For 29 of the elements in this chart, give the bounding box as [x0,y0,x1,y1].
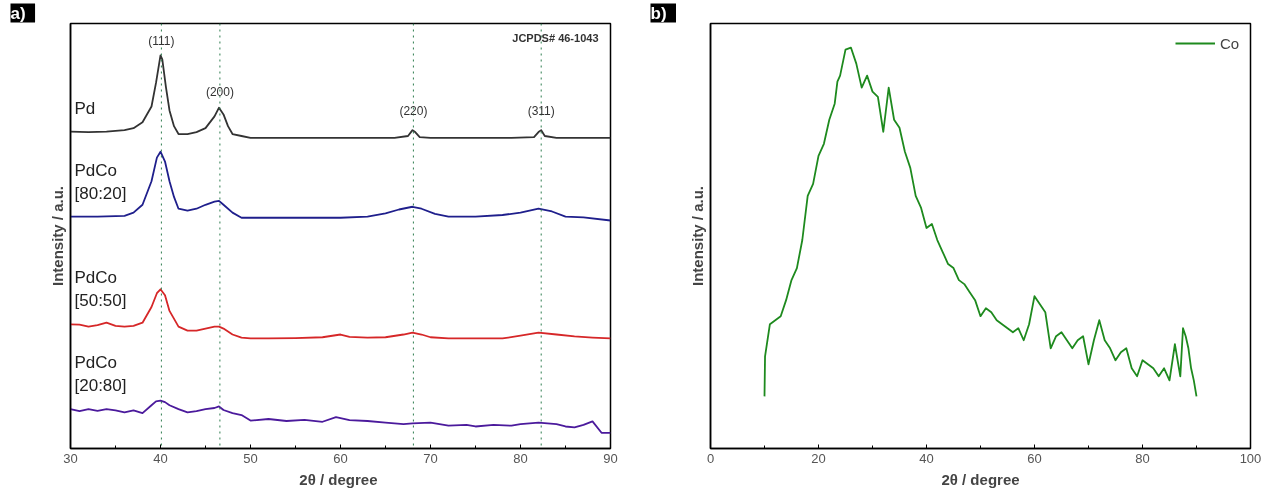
x-tick-label: 20 [811,450,826,466]
annotation: (311) [527,104,555,119]
x-tick-label: 40 [153,450,168,466]
x-tick-label: 90 [603,450,618,466]
x-tick-label: 0 [706,450,715,466]
chart-title: a) [10,3,26,23]
legend-label: Co [1220,34,1240,52]
x-tick-label: 80 [1135,450,1150,466]
series-label: PdCo [80:20] [74,160,127,203]
x-axis-title: 2θ / degree [941,470,1020,488]
series-label: PdCo [50:50] [74,268,127,311]
x-tick-label: 40 [919,450,934,466]
y-axis-title: Intensity / a.u. [48,185,66,287]
annotation: (111) [148,33,175,48]
series-label: Pd [74,98,96,118]
annotation: (220) [399,104,428,119]
x-axis-title: 2θ / degree [299,470,378,488]
x-tick-label: 60 [333,450,348,466]
annotation: (200) [205,84,234,99]
x-tick-label: 30 [63,450,78,466]
text: JCPDS# 46-1043 [512,31,599,44]
series-label: PdCo [20:80] [74,353,127,396]
x-tick-label: 60 [1027,450,1042,466]
x-tick-label: 50 [243,450,258,466]
y-axis-title: Intensity / a.u. [688,185,706,287]
x-tick-label: 80 [513,450,528,466]
x-tick-label: 70 [423,450,438,466]
x-tick-label: 100 [1239,450,1262,466]
chart-title: b) [650,3,667,23]
